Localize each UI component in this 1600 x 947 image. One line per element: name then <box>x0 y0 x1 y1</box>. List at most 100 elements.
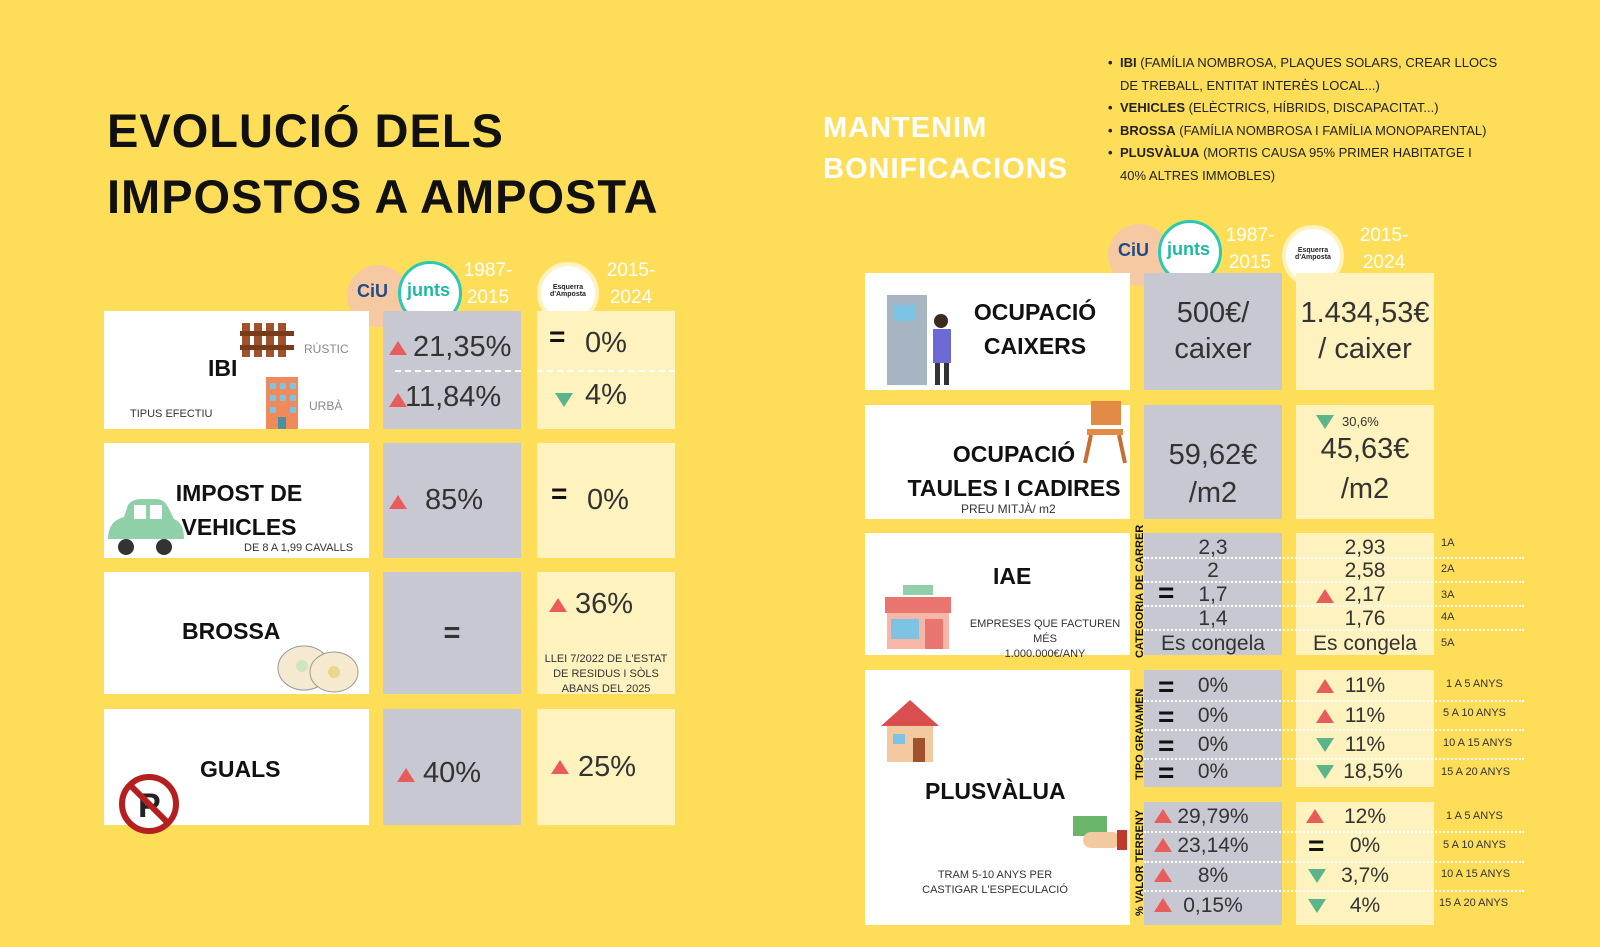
taules-sub: PREU MITJÀ/ m2 <box>961 502 1056 516</box>
ciu-logo-text: CiU <box>357 281 388 301</box>
taules-period-2-cell: 30,6% 45,63€ /m2 <box>1296 405 1434 519</box>
valor-v2-2: 0% <box>1349 834 1381 857</box>
taules-label-2: TAULES I CADIRES <box>907 475 1121 501</box>
caixers-v2-b: / caixer <box>1318 333 1412 365</box>
tipo-period-2-cell: 11% 11% 11% 18,5% <box>1296 670 1434 787</box>
down-arrow-icon <box>555 393 573 407</box>
brossa-note-2: DE RESIDUS I SÒLS <box>553 668 659 680</box>
vehicles-label-1: IMPOST DE <box>175 480 303 506</box>
taules-v2-a: 45,63€ <box>1320 433 1410 465</box>
valor-v1-1: 29,79% <box>1177 805 1249 828</box>
subtitle-line-1: MANTENIM <box>823 112 988 144</box>
list-item: BROSSA (FAMÍLIA NOMBROSA I FAMÍLIA MONOP… <box>1108 120 1500 143</box>
right-period-2-label: 2015- 2024 <box>1354 222 1414 276</box>
tipo-v2-4: 18,5% <box>1343 760 1403 783</box>
down-arrow-icon <box>1316 765 1334 779</box>
brossa-note: LLEI 7/2022 DE L'ESTAT DE RESIDUS I SÒLS… <box>537 652 675 697</box>
right-period-1-line-1: 1987- <box>1225 225 1275 246</box>
ciu-logo-text: CiU <box>1118 240 1149 260</box>
iae-period-1-cell: 2,3 2 = 1,7 1,4 Es congela <box>1144 533 1282 655</box>
ibi-v1-rustic: 21,35% <box>413 331 512 363</box>
list-item: VEHICLES (ELÈCTRICS, HÍBRIDS, DISCAPACIT… <box>1108 97 1500 120</box>
row-separator <box>1144 629 1524 631</box>
tipo-v1-4: 0% <box>1197 760 1229 783</box>
valor-v2-4: 4% <box>1349 894 1381 917</box>
taules-label: OCUPACIÓ TAULES I CADIRES <box>905 437 1123 505</box>
tipo-period-1-cell: = 0% = 0% = 0% = 0% <box>1144 670 1282 788</box>
guals-label: GUALS <box>200 756 281 782</box>
iae-sub: EMPRESES QUE FACTUREN MÉS 1.000.000€/ANY <box>959 617 1131 662</box>
house-icon <box>881 700 939 762</box>
money-hand-icon <box>1073 816 1127 850</box>
iae-card: IAE EMPRESES QUE FACTUREN MÉS 1.000.000€… <box>865 533 1130 660</box>
brossa-note-1: LLEI 7/2022 DE L'ESTAT <box>544 653 668 665</box>
period-1-line-2: 2015 <box>466 287 510 308</box>
valor-period-2-cell: 12% = 0% 3,7% 4% <box>1296 802 1434 925</box>
up-arrow-icon <box>1154 838 1172 852</box>
ibi-sub: TIPUS EFECTIU <box>130 408 213 420</box>
guals-v2: 25% <box>578 751 637 783</box>
iae-cat-4: 4A <box>1441 611 1455 623</box>
caixers-v2-a: 1.434,53€ <box>1300 297 1430 329</box>
iae-v1-5a: Es congela <box>1161 632 1265 655</box>
tipo-v1-2: 0% <box>1197 704 1229 727</box>
tipo-range-2: 5 A 10 ANYS <box>1443 707 1506 719</box>
atm-icon <box>887 295 951 385</box>
valor-range-4: 15 A 20 ANYS <box>1439 897 1509 909</box>
tipo-range-1: 1 A 5 ANYS <box>1446 678 1503 690</box>
guals-period-2-cell: 25% <box>537 709 675 825</box>
tipo-range-4: 15 A 20 ANYS <box>1441 766 1511 778</box>
up-arrow-icon <box>1316 709 1334 723</box>
iae-v1-2a: 2 <box>1207 559 1219 582</box>
brossa-note-3: ABANS DEL 2025 <box>561 683 651 695</box>
up-arrow-icon <box>1316 679 1334 693</box>
car-icon <box>108 499 184 555</box>
tipo-v1-1: 0% <box>1197 674 1229 697</box>
brossa-v2: 36% <box>575 588 634 620</box>
ibi-period-1-cell: 21,35% 11,84% <box>383 311 521 429</box>
valor-v1-2: 23,14% <box>1177 834 1249 857</box>
tipo-v2-3: 11% <box>1344 733 1386 756</box>
taules-v1-a: 59,62€ <box>1168 439 1258 471</box>
taules-card: OCUPACIÓ TAULES I CADIRES PREU MITJÀ/ m2 <box>865 401 1130 519</box>
guals-card: GUALS P <box>104 709 369 834</box>
vehicles-sub: DE 8 A 1,99 CAVALLS <box>244 542 354 554</box>
equal-icon: = <box>1158 671 1175 702</box>
iae-v1-4a: 1,4 <box>1198 607 1228 630</box>
tipo-v1-3: 0% <box>1197 733 1229 756</box>
erc-logo-text: Esquerra d'Amposta <box>1295 247 1331 261</box>
equal-icon: = <box>1308 830 1325 861</box>
title-line-2: IMPOSTOS A AMPOSTA <box>107 170 659 223</box>
iae-v2-4a: 1,76 <box>1344 607 1386 630</box>
row-separator <box>1144 581 1524 583</box>
list-item: IBI (FAMÍLIA NOMBROSA, PLAQUES SOLARS, C… <box>1108 52 1500 97</box>
up-arrow-icon <box>1306 809 1324 823</box>
ibi-rustic: RÚSTIC <box>304 342 349 356</box>
building-icon <box>266 377 298 429</box>
down-arrow-icon <box>1316 738 1334 752</box>
brossa-card: BROSSA <box>104 572 369 694</box>
right-subtitle: MANTENIM BONIFICACIONS <box>823 108 1068 190</box>
up-arrow-icon <box>551 760 569 774</box>
taules-label-1: OCUPACIÓ <box>952 441 1076 467</box>
chair-icon <box>1083 401 1127 464</box>
down-arrow-icon <box>1308 869 1326 883</box>
tipo-range-3: 10 A 15 ANYS <box>1443 737 1513 749</box>
taules-pct: 30,6% <box>1342 414 1379 429</box>
divider <box>537 370 675 372</box>
period-2-label: 2015- 2024 <box>601 257 661 311</box>
page-title: EVOLUCIÓ DELS IMPOSTOS A AMPOSTA <box>107 98 659 230</box>
row-separator <box>1144 758 1524 760</box>
row-separator <box>1144 557 1524 559</box>
period-2-line-1: 2015- <box>606 260 656 281</box>
up-arrow-icon <box>1154 809 1172 823</box>
iae-sub-1: EMPRESES QUE FACTUREN MÉS <box>969 618 1121 645</box>
guals-period-1-cell: 40% <box>383 709 521 825</box>
brossa-label: BROSSA <box>182 618 281 644</box>
row-separator <box>1144 605 1524 607</box>
vehicles-period-1-cell: 85% <box>383 443 521 558</box>
row-separator <box>1144 729 1524 731</box>
title-line-1: EVOLUCIÓ DELS <box>107 104 504 157</box>
caixers-period-1-cell: 500€/ caixer <box>1144 273 1282 390</box>
row-separator <box>1144 890 1524 892</box>
